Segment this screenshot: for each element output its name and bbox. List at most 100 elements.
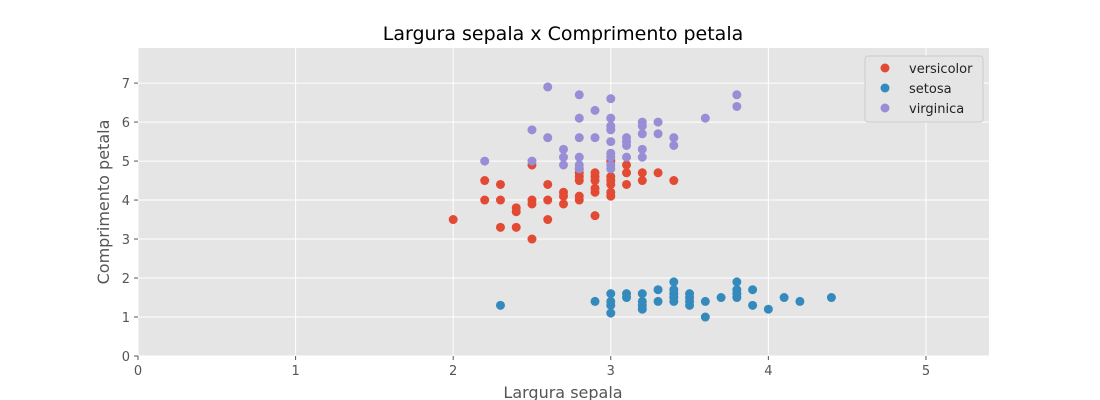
- data-point-versicolor: [480, 176, 490, 186]
- data-point-setosa: [495, 300, 505, 310]
- data-point-virginica: [653, 117, 663, 127]
- data-point-virginica: [559, 160, 568, 170]
- data-point-virginica: [559, 144, 568, 154]
- data-point-virginica: [543, 82, 553, 92]
- x-axis-label: Largura sepala: [503, 383, 622, 400]
- data-point-versicolor: [559, 191, 568, 201]
- data-point-setosa: [732, 293, 742, 303]
- data-point-versicolor: [495, 222, 505, 232]
- data-point-versicolor: [590, 211, 600, 221]
- data-point-virginica: [622, 140, 632, 150]
- data-point-versicolor: [448, 215, 458, 225]
- y-tick-label: 4: [122, 194, 130, 209]
- data-point-versicolor: [590, 187, 600, 197]
- data-point-virginica: [527, 125, 537, 135]
- data-point-setosa: [637, 304, 647, 314]
- legend-label-versicolor: versicolor: [909, 62, 973, 77]
- data-point-setosa: [669, 296, 679, 306]
- data-point-versicolor: [527, 234, 537, 244]
- data-point-versicolor: [543, 179, 553, 189]
- data-point-setosa: [732, 277, 742, 287]
- data-point-virginica: [574, 113, 584, 123]
- data-point-virginica: [590, 105, 600, 115]
- data-point-versicolor: [637, 168, 647, 178]
- data-point-setosa: [748, 300, 758, 310]
- data-point-virginica: [574, 90, 584, 100]
- data-point-virginica: [574, 164, 584, 174]
- data-point-virginica: [732, 101, 742, 111]
- y-tick-label: 3: [122, 233, 130, 248]
- data-point-virginica: [637, 129, 647, 139]
- data-point-setosa: [700, 312, 710, 322]
- data-point-versicolor: [590, 176, 600, 186]
- data-point-virginica: [590, 133, 600, 143]
- data-point-versicolor: [543, 215, 553, 225]
- series-virginica: [480, 82, 742, 174]
- data-point-setosa: [795, 296, 805, 306]
- y-tick-label: 2: [122, 272, 130, 287]
- series-setosa: [495, 277, 836, 322]
- x-tick-label: 3: [607, 364, 615, 379]
- data-point-virginica: [606, 137, 616, 147]
- data-point-virginica: [669, 140, 679, 150]
- data-point-versicolor: [559, 199, 568, 209]
- data-point-setosa: [637, 289, 647, 299]
- data-point-versicolor: [669, 176, 679, 186]
- legend-marker-setosa: [880, 83, 890, 93]
- data-point-setosa: [669, 277, 679, 287]
- legend-marker-virginica: [880, 103, 890, 113]
- legend: versicolor setosa virginica: [864, 55, 984, 123]
- data-point-versicolor: [511, 222, 521, 232]
- data-point-setosa: [653, 285, 663, 295]
- data-point-setosa: [606, 300, 616, 310]
- data-point-setosa: [748, 285, 758, 295]
- data-point-virginica: [559, 152, 568, 162]
- y-tick-label: 6: [122, 116, 130, 131]
- data-point-versicolor: [622, 179, 632, 189]
- data-point-virginica: [653, 129, 663, 139]
- x-tick-label: 0: [134, 364, 142, 379]
- x-tick-label: 5: [922, 364, 930, 379]
- data-point-versicolor: [495, 179, 505, 189]
- y-tick-label: 7: [122, 77, 130, 92]
- data-point-versicolor: [511, 207, 521, 217]
- data-point-setosa: [716, 293, 726, 303]
- data-point-versicolor: [622, 160, 632, 170]
- data-point-virginica: [700, 113, 710, 123]
- data-point-virginica: [574, 133, 584, 143]
- data-point-versicolor: [480, 195, 490, 205]
- y-axis-label: Comprimento petala: [94, 120, 113, 285]
- legend-label-virginica: virginica: [909, 102, 964, 117]
- data-point-virginica: [606, 94, 616, 104]
- y-tick-label: 0: [122, 350, 130, 365]
- data-point-setosa: [622, 293, 632, 303]
- data-point-setosa: [700, 296, 710, 306]
- data-point-versicolor: [574, 176, 584, 186]
- data-point-setosa: [606, 289, 616, 299]
- data-point-versicolor: [495, 195, 505, 205]
- data-point-versicolor: [574, 195, 584, 205]
- data-point-setosa: [590, 296, 600, 306]
- legend-box: [864, 55, 984, 123]
- chart-title: Largura sepala x Comprimento petala: [383, 23, 744, 45]
- data-point-virginica: [622, 152, 632, 162]
- data-point-virginica: [480, 156, 490, 166]
- data-point-virginica: [732, 90, 742, 100]
- data-point-virginica: [543, 133, 553, 143]
- data-point-versicolor: [543, 195, 553, 205]
- data-point-virginica: [606, 113, 616, 123]
- data-point-virginica: [574, 152, 584, 162]
- data-point-setosa: [606, 308, 616, 318]
- data-point-setosa: [826, 293, 836, 303]
- data-point-setosa: [779, 293, 789, 303]
- data-point-virginica: [527, 156, 537, 166]
- x-tick-label: 1: [291, 364, 299, 379]
- data-point-versicolor: [653, 168, 663, 178]
- data-point-versicolor: [606, 191, 616, 201]
- data-point-virginica: [637, 144, 647, 154]
- x-tick-label: 4: [764, 364, 772, 379]
- data-point-setosa: [685, 300, 695, 310]
- y-tick-label: 5: [122, 155, 130, 170]
- data-point-versicolor: [527, 199, 537, 209]
- legend-label-setosa: setosa: [909, 82, 952, 97]
